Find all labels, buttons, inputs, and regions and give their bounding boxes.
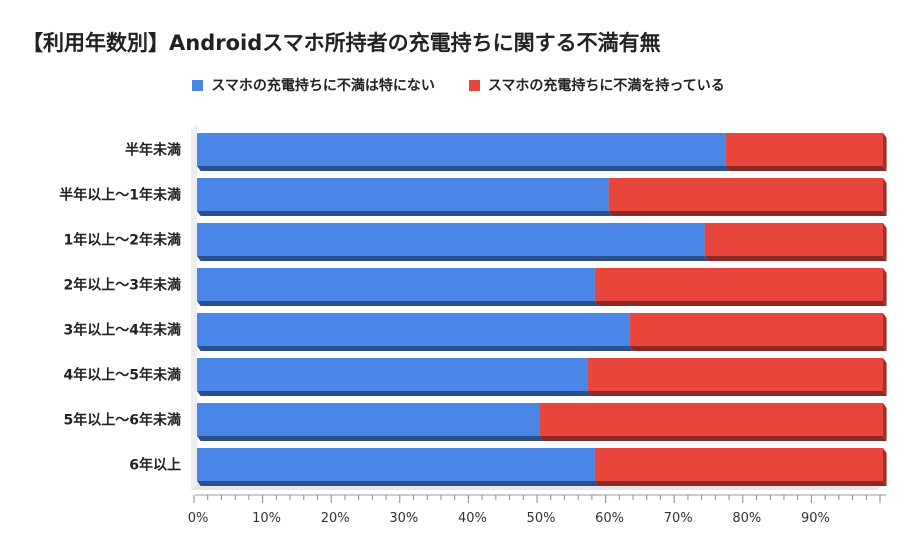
x-tick-label: 10% [252,511,281,526]
bar-complaint-7 [594,448,883,481]
legend-label-complaint: スマホの充電持ちに不満を持っている [487,78,725,94]
category-label: 半年未満 [125,142,181,159]
legend-swatch-blue [192,79,204,91]
legend: スマホの充電持ちに不満は特にない スマホの充電持ちに不満を持っている [0,75,917,95]
bar-endcap-6 [883,403,887,441]
x-tick-label: 30% [389,511,418,526]
bar-complaint-4 [629,313,883,346]
bar-depth-1-7 [594,481,887,486]
bar-no-complaint-0 [197,133,726,166]
bar-complaint-5 [588,358,883,391]
x-tick-label: 60% [595,511,624,526]
bar-no-complaint-1 [197,178,609,211]
bar-complaint-0 [725,133,883,166]
legend-label-no-complaint: スマホの充電持ちに不満は特にない [211,78,435,94]
legend-swatch-red [468,79,480,91]
x-tick-label: 50% [527,511,556,526]
bar-depth-0-2 [197,256,709,261]
bar-depth-1-0 [725,166,887,171]
category-label: 5年以上〜6年未満 [64,412,181,429]
x-tick-label: 70% [664,511,693,526]
legend-item-no-complaint: スマホの充電持ちに不満は特にない [192,75,435,95]
bar-depth-0-5 [197,391,592,396]
bar-no-complaint-3 [197,268,595,301]
x-tick-label: 0% [188,511,209,526]
bar-complaint-1 [608,178,883,211]
category-label: 6年以上 [129,457,181,474]
plot-side-wall [191,124,197,490]
bar-complaint-2 [704,223,883,256]
bar-no-complaint-4 [197,313,630,346]
bar-depth-1-1 [608,211,887,216]
bar-depth-1-3 [594,301,887,306]
bar-depth-1-4 [629,346,887,351]
bar-no-complaint-2 [197,223,705,256]
category-label: 2年以上〜3年未満 [64,277,181,294]
bar-no-complaint-7 [197,448,595,481]
bar-endcap-4 [883,313,887,351]
bar-depth-0-4 [197,346,633,351]
bar-depth-0-1 [197,211,613,216]
bar-depth-0-3 [197,301,599,306]
bar-depth-1-6 [540,436,887,441]
legend-item-complaint: スマホの充電持ちに不満を持っている [468,75,725,95]
bar-endcap-7 [883,448,887,486]
bar-endcap-1 [883,178,887,216]
category-label: 4年以上〜5年未満 [64,367,181,384]
bar-endcap-2 [883,223,887,261]
bar-depth-0-0 [197,166,729,171]
bar-depth-0-6 [197,436,544,441]
bar-complaint-3 [594,268,883,301]
category-label: 3年以上〜4年未満 [64,322,181,339]
category-label: 1年以上〜2年未満 [64,232,181,249]
bar-depth-0-7 [197,481,599,486]
bar-depth-1-5 [588,391,887,396]
x-tick-label: 90% [801,511,830,526]
bar-complaint-6 [540,403,883,436]
bar-endcap-3 [883,268,887,306]
x-tick-label: 20% [321,511,350,526]
bar-depth-1-2 [704,256,887,261]
chart-title: 【利用年数別】Androidスマホ所持者の充電持ちに関する不満有無 [22,31,661,55]
bar-endcap-0 [883,133,887,171]
x-tick-label: 80% [732,511,761,526]
category-label: 半年以上〜1年未満 [59,187,181,204]
bar-endcap-5 [883,358,887,396]
bar-no-complaint-6 [197,403,540,436]
x-tick-label: 40% [458,511,487,526]
bar-no-complaint-5 [197,358,589,391]
